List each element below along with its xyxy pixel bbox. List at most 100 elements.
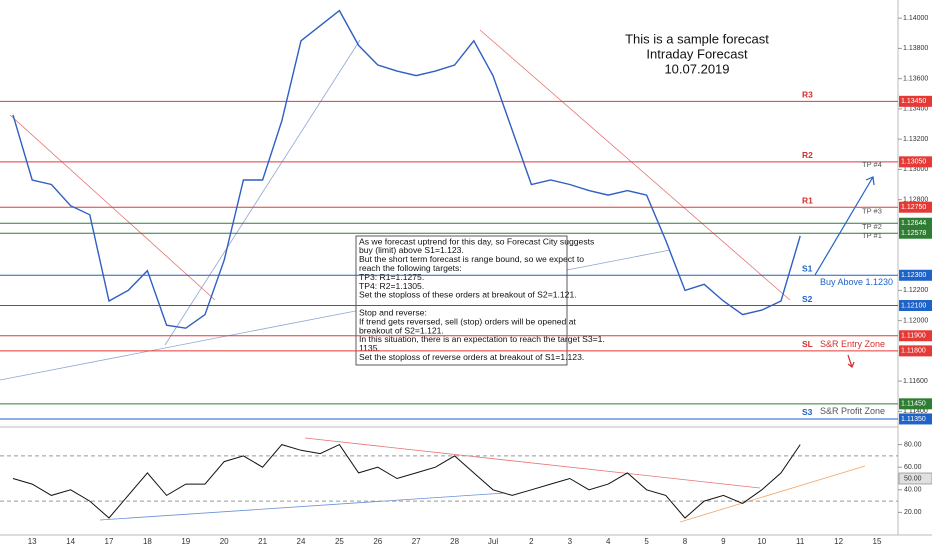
level-tag: S2 [802,294,813,304]
note-line: reach the following targets: [359,263,462,273]
level-tag: SL [802,339,813,349]
y-tick-label: 40.00 [904,487,922,494]
y-tick-label: 1.12200 [903,287,928,294]
x-tick-label: 21 [258,537,267,546]
trend-line [479,29,791,301]
note-line: buy (limit) above S1=1.123. [359,245,464,255]
level-label: 1.11800 [901,348,926,355]
x-tick-label: 9 [721,537,726,546]
annotation: Buy Above 1.1230 [820,277,893,287]
note-box [355,235,568,366]
level-box [899,330,932,342]
level-label: 1.11450 [901,401,926,408]
x-tick-label: 25 [335,537,344,546]
x-tick-label: 28 [450,537,459,546]
level-label: 1.11350 [901,416,926,423]
annotation: S&R Entry Zone [820,339,885,349]
title-line: 10.07.2019 [664,61,729,76]
x-tick-label: 20 [220,537,229,546]
note-line: But the short term forecast is range bou… [359,254,584,264]
title-line: Intraday Forecast [646,46,748,61]
y-tick-label: 1.13600 [903,75,928,82]
arrow-head [865,176,875,186]
x-tick-label: 2 [529,537,534,546]
level-box [899,300,932,312]
level-label: 1.12578 [901,230,926,237]
x-tick-label: 15 [873,537,882,546]
x-tick-label: 13 [28,537,37,546]
arrow [847,354,853,368]
level-box [899,398,932,410]
level-box [899,345,932,357]
level-tag: TP #1 [862,231,882,240]
level-box [899,201,932,213]
level-label: 1.13450 [901,98,926,105]
note-line: If trend gets reversed, sell (stop) orde… [359,316,576,326]
level-box [899,156,932,168]
level-label: 1.12100 [901,302,926,309]
level-box [899,413,932,425]
x-tick-label: 19 [181,537,190,546]
level-box [899,95,932,107]
note-line: TP4: R2=1.1305. [359,281,424,291]
arrow [814,176,874,276]
level-label: 1.12750 [901,204,926,211]
note: As we forecast uptrend for this day, so … [355,235,605,366]
title-line: This is a sample forecast [625,31,769,46]
x-tick-label: 12 [834,537,843,546]
x-tick-label: 26 [373,537,382,546]
note-line: 1135. [359,343,380,353]
x-tick-label: 5 [644,537,649,546]
y-tick-label: 80.00 [904,441,922,448]
arrow-head [847,361,855,368]
level-label: 1.11900 [901,333,926,340]
current-value-label: 50.00 [904,475,922,482]
trend-line [99,492,506,521]
trend-line [304,437,761,489]
x-tick-label: 3 [568,537,573,546]
y-tick-label: 1.13000 [903,166,928,173]
note-line: Set the stoploss of reverse orders at br… [359,352,584,362]
level-box [899,217,932,229]
x-tick-label: 14 [66,537,75,546]
y-tick-label: 1.11400 [903,408,928,415]
x-tick-label: 18 [143,537,152,546]
level-tag: S1 [802,264,813,274]
level-label: 1.13050 [901,159,926,166]
y-tick-label: 1.13200 [903,136,928,143]
series-line [12,9,801,329]
x-tick-label: Jul [488,537,498,546]
level-label: 1.12644 [901,220,926,227]
level-box [899,227,932,239]
x-tick-label: 8 [683,537,688,546]
level-tag: TP #4 [862,160,882,169]
level-tag: R3 [802,90,813,100]
note-line: breakout of S2=1.121. [359,325,444,335]
x-tick-label: 11 [796,537,805,546]
note-line: TP3: R1=1.1275. [359,272,424,282]
y-tick-label: 1.11600 [903,378,928,385]
note-line: Stop and reverse: [359,307,427,317]
note-line: As we forecast uptrend for this day, so … [359,236,594,246]
series-line [12,443,801,519]
level-label: 1.12300 [901,272,926,279]
note-line: Set the stoploss of these orders at brea… [359,290,577,300]
y-tick-label: 1.13400 [903,106,928,113]
y-tick-label: 60.00 [904,464,922,471]
y-tick-label: 20.00 [904,509,922,516]
annotation: S&R Profit Zone [820,406,885,416]
level-tag: TP #2 [862,222,882,231]
x-tick-label: 17 [105,537,114,546]
y-tick-label: 1.12000 [903,317,928,324]
y-tick-label: 1.12800 [903,196,928,203]
x-tick-label: 10 [757,537,766,546]
note-line: In this situation, there is an expectati… [359,334,605,344]
level-tag: TP #3 [862,207,882,216]
level-tag: S3 [802,407,813,417]
level-box [899,269,932,281]
level-tag: R1 [802,195,813,205]
trend-line [679,465,866,523]
y-tick-label: 1.13800 [903,45,928,52]
